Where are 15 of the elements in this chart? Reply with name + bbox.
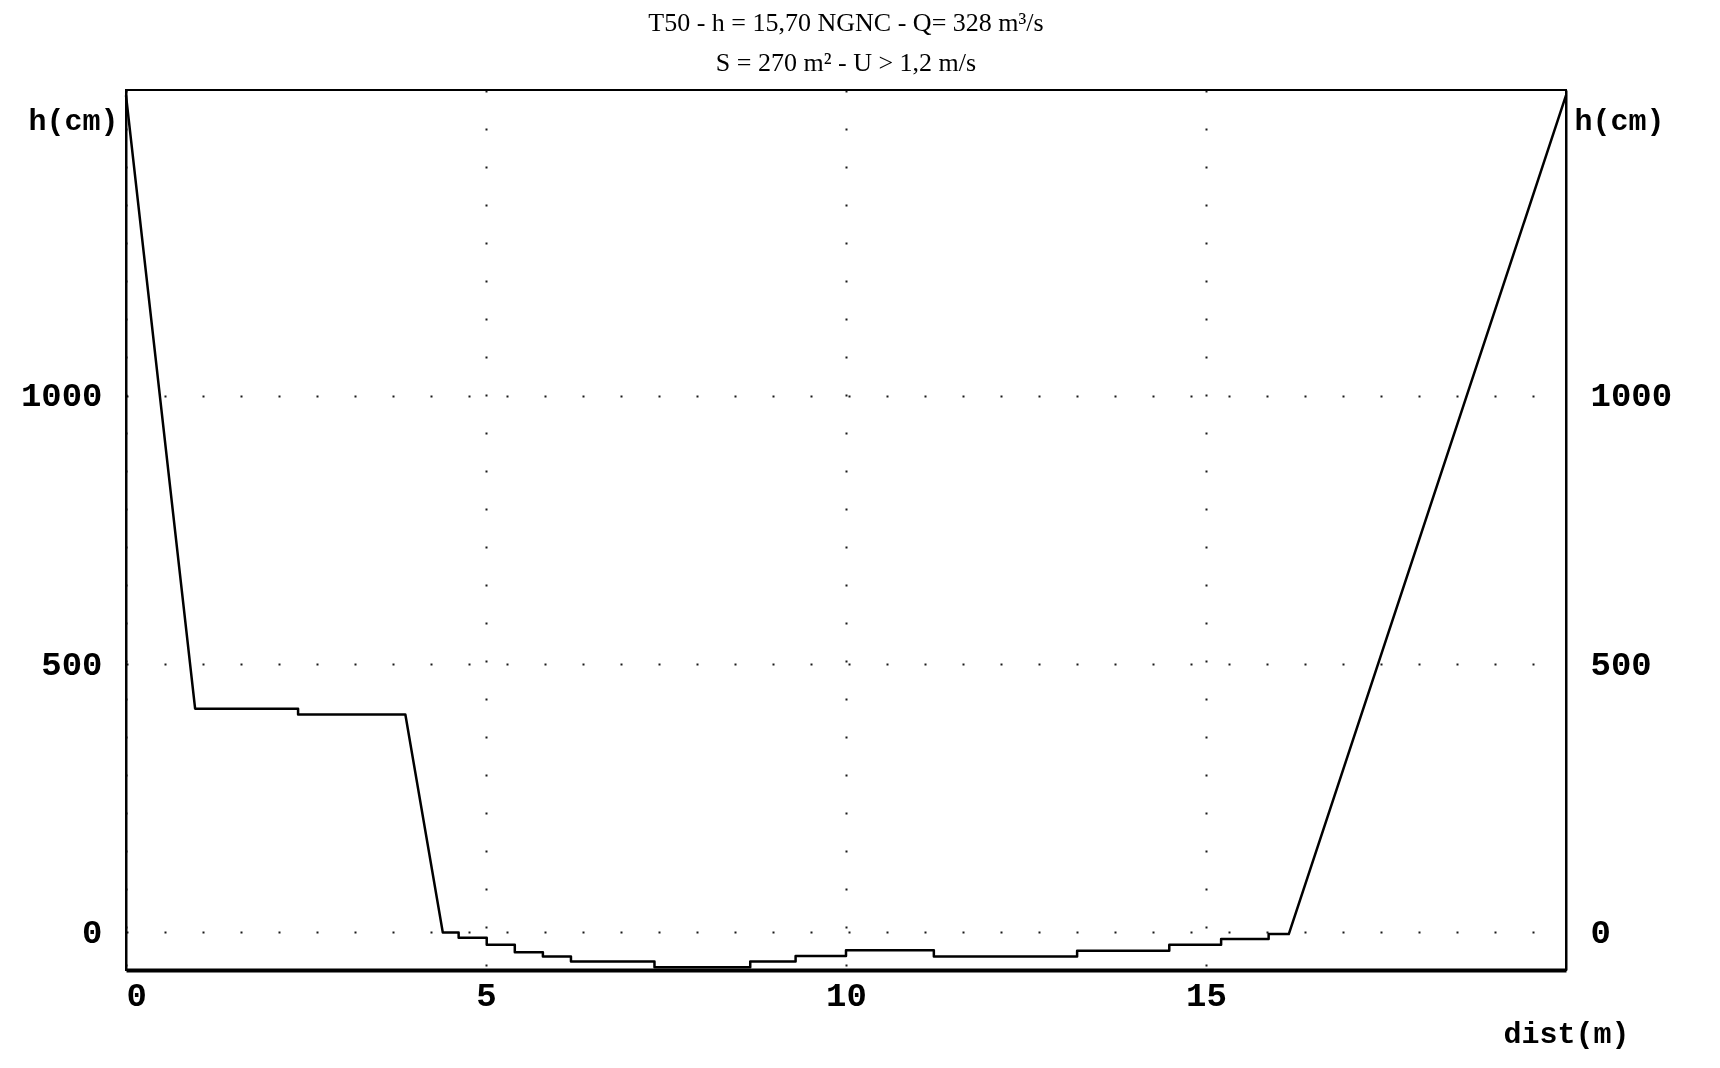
y-tick-label: 500 bbox=[41, 646, 103, 685]
x-axis-title: dist(m) bbox=[1503, 1017, 1630, 1052]
x-tick-label: 10 bbox=[826, 977, 867, 1016]
y2-tick-label: 1000 bbox=[1590, 378, 1673, 417]
x-tick-label: 0 bbox=[126, 977, 147, 1016]
y2-tick-label: 0 bbox=[1590, 914, 1611, 953]
chart-subtitle: S = 270 m² - U > 1,2 m/s bbox=[715, 48, 977, 77]
x-tick-label: 15 bbox=[1186, 977, 1227, 1016]
chart-title: T50 - h = 15,70 NGNC - Q= 328 m³/s bbox=[648, 8, 1044, 37]
y-axis-title: h(cm) bbox=[28, 104, 119, 139]
y2-tick-label: 500 bbox=[1590, 646, 1652, 685]
y-tick-label: 0 bbox=[82, 914, 103, 953]
y2-axis-title: h(cm) bbox=[1574, 104, 1665, 139]
y-tick-label: 1000 bbox=[20, 378, 103, 417]
x-tick-label: 5 bbox=[476, 977, 497, 1016]
